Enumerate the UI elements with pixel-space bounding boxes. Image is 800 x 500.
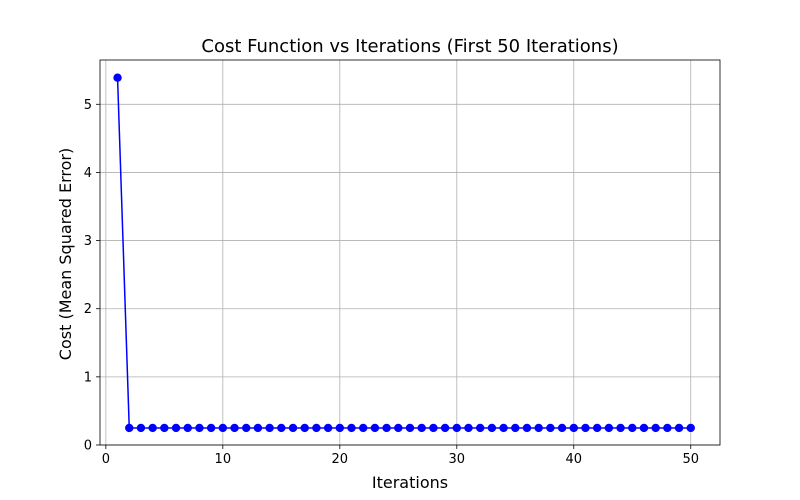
data-point xyxy=(663,423,672,433)
data-point xyxy=(405,423,415,433)
data-point xyxy=(171,423,181,433)
y-tick-label: 5 xyxy=(84,98,92,113)
y-tick-label: 0 xyxy=(84,439,92,454)
x-axis-ticks: 0 10 20 30 40 50 xyxy=(102,445,699,467)
data-point xyxy=(382,423,391,433)
data-point xyxy=(183,423,192,433)
y-axis-ticks: 0 1 2 3 4 5 xyxy=(84,98,100,454)
data-point xyxy=(440,423,450,433)
x-tick-label: 0 xyxy=(102,452,110,467)
data-point xyxy=(195,423,204,433)
data-point xyxy=(335,423,345,433)
data-point xyxy=(300,423,309,433)
data-point xyxy=(359,423,368,433)
series-cost xyxy=(113,73,695,433)
data-point xyxy=(534,423,543,433)
data-point xyxy=(347,423,356,433)
data-point xyxy=(160,423,169,433)
chart-title: Cost Function vs Iterations (First 50 It… xyxy=(201,36,618,57)
data-point xyxy=(639,423,649,433)
y-tick-label: 2 xyxy=(84,302,92,317)
data-point xyxy=(475,423,485,433)
data-point xyxy=(206,423,216,433)
data-point xyxy=(487,423,497,433)
data-point xyxy=(323,423,333,433)
data-point xyxy=(581,423,590,433)
data-point xyxy=(522,423,532,433)
data-point xyxy=(429,423,438,433)
grid xyxy=(100,60,720,446)
data-point xyxy=(511,423,520,433)
data-point xyxy=(686,423,695,433)
data-point xyxy=(592,423,602,433)
data-point xyxy=(417,423,426,433)
data-point xyxy=(546,423,555,433)
data-point xyxy=(569,423,578,433)
data-point xyxy=(113,73,122,82)
data-point xyxy=(452,423,461,433)
x-tick-label: 10 xyxy=(215,452,232,467)
data-point xyxy=(218,423,228,433)
y-tick-label: 1 xyxy=(84,370,92,385)
y-tick-label: 4 xyxy=(84,166,92,181)
data-point xyxy=(651,423,660,433)
data-point xyxy=(125,423,134,433)
data-point xyxy=(604,423,614,433)
data-point xyxy=(616,423,625,433)
y-tick-label: 3 xyxy=(84,234,92,249)
data-point xyxy=(230,423,239,433)
y-axis-label: Cost (Mean Squared Error) xyxy=(56,148,75,360)
data-point xyxy=(464,423,473,433)
x-tick-label: 30 xyxy=(449,452,466,467)
data-point xyxy=(312,423,321,433)
x-tick-label: 50 xyxy=(682,452,699,467)
data-point xyxy=(288,423,298,433)
x-axis-label: Iterations xyxy=(372,473,448,492)
data-point xyxy=(674,423,684,433)
data-point xyxy=(265,423,274,433)
data-point xyxy=(628,423,637,433)
data-point xyxy=(277,423,286,433)
data-point xyxy=(148,423,157,433)
data-point xyxy=(253,423,263,433)
data-point xyxy=(394,423,403,433)
plot-area-border xyxy=(99,59,721,446)
data-point xyxy=(557,423,567,433)
data-point xyxy=(499,423,508,433)
x-tick-label: 40 xyxy=(566,452,583,467)
axes-frame xyxy=(99,59,721,446)
data-point xyxy=(370,423,380,433)
x-tick-label: 20 xyxy=(332,452,349,467)
data-point xyxy=(242,423,251,433)
data-point xyxy=(136,423,146,433)
